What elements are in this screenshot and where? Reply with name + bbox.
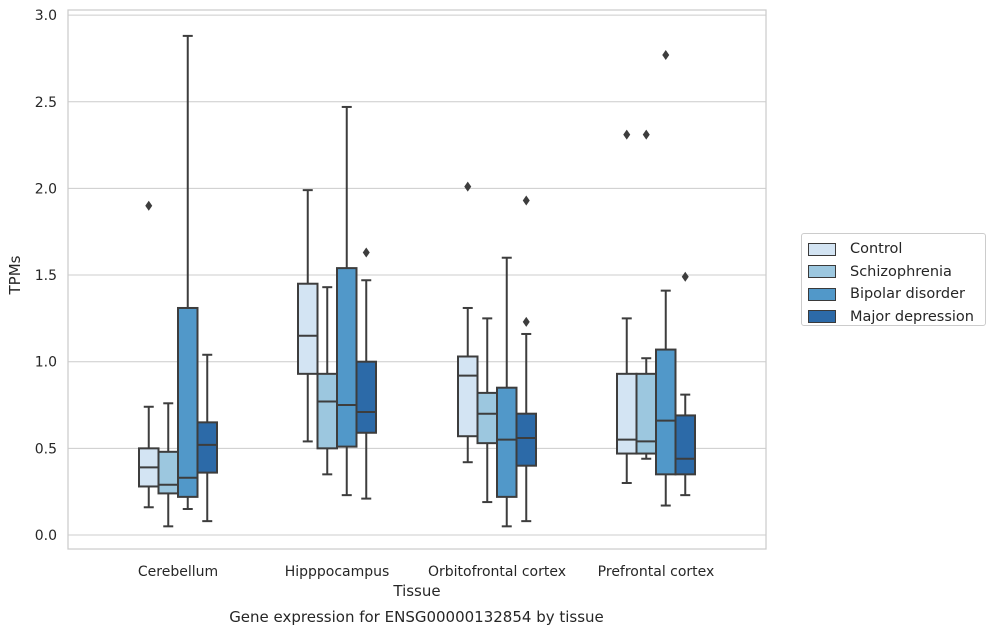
series-bipolar-disorder <box>177 34 677 528</box>
box <box>616 129 638 485</box>
legend-label: Schizophrenia <box>850 263 952 280</box>
outlier-point <box>145 200 153 211</box>
box-iqr <box>616 372 638 455</box>
box <box>297 189 319 443</box>
x-tick-label: Orbitofrontal cortex <box>428 564 566 580</box>
box <box>496 256 518 528</box>
x-axis-tick-labels: Cerebellum Hipppocampus Orbitofrontal cort… <box>138 564 714 580</box>
legend-item: Bipolar disorder <box>808 283 985 306</box>
box-iqr <box>297 282 319 375</box>
chart-caption: Gene expression for ENSG00000132854 by t… <box>229 608 604 626</box>
legend-item: Control <box>808 238 985 261</box>
y-axis-label: TPMs <box>6 255 24 295</box>
outlier-point <box>662 49 670 60</box>
box-iqr <box>515 412 537 467</box>
box <box>177 34 199 511</box>
box-plot-series <box>138 34 696 528</box>
legend-item: Schizophrenia <box>808 261 985 284</box>
y-axis-tick-labels: 0.0 0.5 1.0 1.5 2.0 2.5 3.0 <box>35 8 57 544</box>
box-iqr <box>336 267 358 448</box>
box-iqr <box>316 372 338 450</box>
legend-label: Control <box>850 241 903 258</box>
y-tick-label: 0.5 <box>35 441 57 457</box>
box <box>196 353 218 523</box>
legend: Control Schizophrenia Bipolar disorder Majo… <box>801 233 986 326</box>
box <box>157 402 179 528</box>
legend-item: Major depression <box>808 306 985 329</box>
legend-swatch <box>808 242 836 256</box>
box <box>635 129 657 460</box>
box <box>476 317 498 504</box>
y-tick-label: 3.0 <box>35 8 57 24</box>
box-iqr <box>496 386 518 498</box>
box-iqr <box>157 450 179 495</box>
y-tick-label: 1.0 <box>35 355 57 371</box>
outlier-point <box>642 129 650 140</box>
legend-swatch <box>808 265 836 279</box>
x-axis-label: Tissue <box>392 582 440 600</box>
box-iqr <box>674 414 696 476</box>
box <box>655 49 677 507</box>
y-tick-label: 1.5 <box>35 268 57 284</box>
box <box>336 105 358 497</box>
series-schizophrenia <box>157 129 657 528</box>
y-tick-label: 2.5 <box>35 95 57 111</box>
outlier-point <box>681 271 689 282</box>
series-control <box>138 129 638 509</box>
box <box>674 271 696 497</box>
box-iqr <box>196 421 218 474</box>
outlier-point <box>362 247 370 258</box>
box-iqr <box>457 355 479 438</box>
legend-swatch <box>808 287 836 301</box>
outlier-point <box>464 181 472 192</box>
box-iqr <box>355 360 377 434</box>
outlier-point <box>522 195 530 206</box>
box <box>138 200 160 509</box>
x-tick-label: Cerebellum <box>138 564 218 580</box>
x-tick-label: Hipppocampus <box>285 564 390 580</box>
y-tick-label: 2.0 <box>35 181 57 197</box>
legend-label: Bipolar disorder <box>850 286 965 303</box>
legend-label: Major depression <box>850 308 974 325</box>
plot-area-frame <box>67 9 767 550</box>
outlier-point <box>623 129 631 140</box>
box <box>316 286 338 476</box>
x-tick-label: Prefrontal cortex <box>598 564 715 580</box>
box-iqr <box>476 391 498 445</box>
box <box>457 181 479 464</box>
box-iqr <box>655 348 677 476</box>
legend-swatch <box>808 310 836 324</box>
box <box>515 195 537 523</box>
outlier-point <box>522 316 530 327</box>
y-tick-label: 0.0 <box>35 528 57 544</box>
series-major-depression <box>196 195 696 523</box>
box-iqr <box>177 306 199 498</box>
box <box>355 247 377 500</box>
